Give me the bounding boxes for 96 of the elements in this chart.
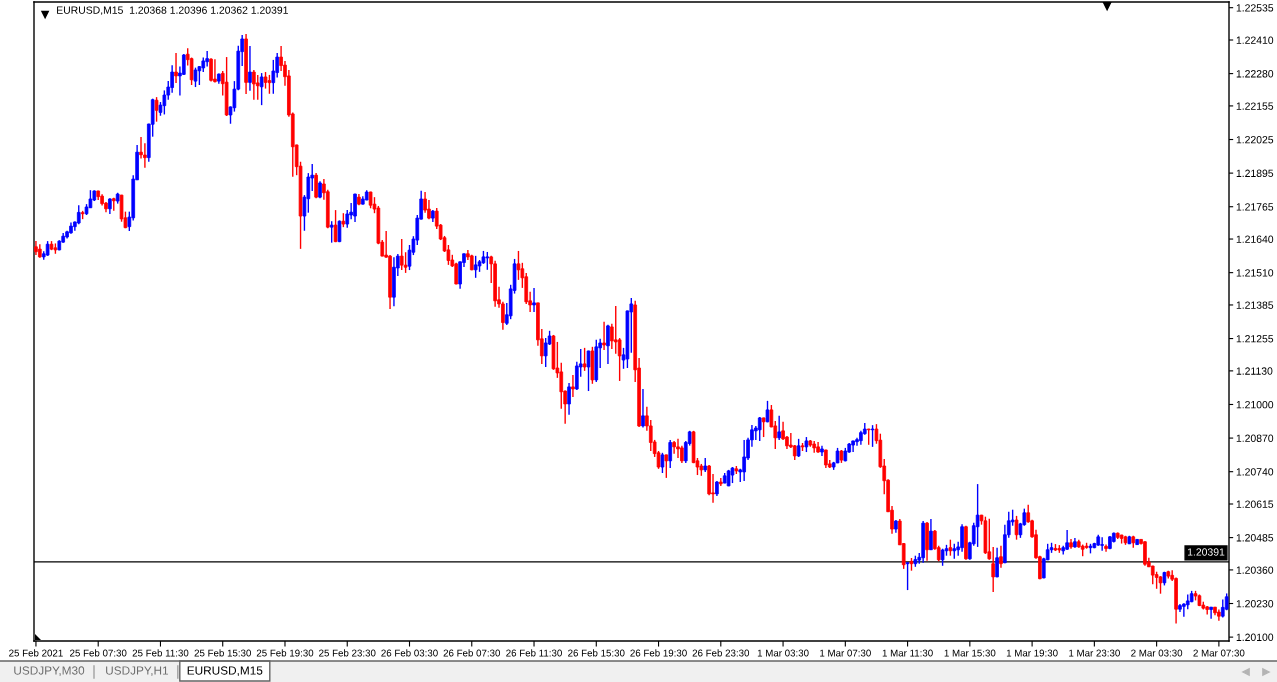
x-tick-label: 2 Mar 07:30 [1193, 649, 1245, 657]
x-tick-label: 2 Mar 03:30 [1131, 649, 1183, 657]
candlestick [193, 66, 198, 88]
candlestick [676, 438, 680, 459]
y-tick-label: 1.20615 [1236, 500, 1274, 508]
candlestick [259, 72, 264, 106]
candlestick [532, 287, 536, 313]
candlestick [189, 56, 194, 86]
candlestick [1143, 540, 1147, 567]
y-tick-label: 1.22025 [1236, 136, 1274, 144]
candlestick [154, 96, 159, 123]
text: USDJPY,M30 [14, 666, 85, 677]
candlestick [641, 388, 645, 429]
candlestick [929, 518, 933, 551]
x-tick-label: 26 Feb 03:30 [381, 649, 438, 657]
x-tick-label: 26 Feb 19:30 [630, 649, 687, 657]
candlestick [870, 424, 875, 448]
candlestick [960, 523, 964, 553]
x-tick-label: 1 Mar 11:30 [882, 649, 933, 657]
y-tick-label: 1.21000 [1236, 400, 1274, 409]
candlestick [209, 57, 213, 83]
candlestick [824, 449, 828, 469]
candlestick [252, 69, 256, 101]
y-tick-label: 1.21765 [1236, 203, 1274, 211]
y-tick-label: 1.20100 [1236, 633, 1274, 641]
text: USDJPY,H1 [106, 666, 169, 677]
candlestick [613, 305, 618, 355]
candlestick [617, 337, 622, 382]
y-tick-label: 1.21255 [1236, 335, 1274, 343]
candlestick [991, 546, 996, 593]
x-tick-label: 25 Feb 15:30 [194, 649, 251, 657]
x-tick-label: 26 Feb 07:30 [443, 649, 501, 657]
y-tick-label: 1.20360 [1236, 566, 1274, 574]
candlestick [905, 561, 910, 591]
candlestick [664, 453, 669, 479]
candlestick [1150, 565, 1155, 585]
candlestick [314, 172, 318, 199]
candlestick [586, 350, 591, 392]
x-tick-label: 1 Mar 23:30 [1069, 649, 1120, 657]
y-tick-label: 1.22155 [1236, 102, 1274, 110]
candlestick [777, 415, 781, 441]
x-tick-label: 25 Feb 07:30 [70, 649, 127, 657]
candlestick [329, 220, 334, 244]
x-tick-label: 1 Mar 15:30 [944, 649, 996, 657]
y-tick-label: 1.22280 [1236, 70, 1274, 78]
candlestick [267, 74, 272, 95]
candlestick [403, 251, 408, 274]
y-tick-label: 1.20870 [1236, 434, 1274, 442]
candlestick [205, 50, 209, 68]
x-tick-label: 25 Feb 19:30 [256, 649, 314, 657]
candlestick [1100, 536, 1104, 552]
y-tick-label: 1.21385 [1236, 301, 1274, 309]
candlestick [757, 416, 762, 442]
y-tick-label: 1.22410 [1236, 36, 1274, 44]
y-tick-label: 1.20740 [1236, 468, 1274, 476]
x-tick-label: 1 Mar 03:30 [757, 649, 809, 657]
candlestick [543, 337, 548, 368]
candlestick [761, 416, 766, 438]
y-tick-label: 1.22535 [1236, 4, 1274, 12]
candlestick [255, 74, 260, 101]
candlestick [602, 321, 606, 351]
candlestick [271, 59, 276, 95]
candlestick [582, 347, 587, 372]
y-tick-label: 1.21640 [1236, 235, 1274, 243]
candlestick [1014, 515, 1019, 541]
ref-line-label: 1.20391 [1187, 548, 1225, 556]
candlestick [248, 45, 252, 92]
candlestick [742, 439, 746, 482]
candlestick [174, 52, 178, 84]
x-tick-label: 1 Mar 19:30 [1006, 649, 1058, 657]
candlestick [353, 193, 357, 223]
x-tick-label: 26 Feb 11:30 [506, 649, 562, 657]
y-tick-label: 1.20485 [1236, 534, 1274, 542]
y-tick-label: 1.21895 [1236, 169, 1274, 177]
candlestick [995, 546, 999, 578]
candlestick [567, 382, 571, 416]
candlestick [162, 89, 167, 116]
candlestick [796, 438, 801, 458]
x-tick-label: 26 Feb 23:30 [692, 649, 750, 657]
x-tick-label: 25 Feb 2021 [9, 649, 63, 657]
y-tick-label: 1.21130 [1236, 367, 1273, 375]
candlestick [571, 374, 575, 398]
x-tick-label: 25 Feb 11:30 [132, 649, 189, 657]
chart-title: EURUSD,M15 1.20368 1.20396 1.20362 1.20391 [57, 6, 288, 16]
x-tick-label: 26 Feb 15:30 [568, 649, 625, 657]
y-tick-label: 1.21510 [1236, 269, 1274, 277]
candlestick [1209, 606, 1213, 620]
text: EURUSD,M15 [187, 666, 263, 677]
candlestick [606, 324, 610, 365]
candlestick [660, 452, 665, 474]
y-tick-label: 1.20230 [1236, 600, 1274, 608]
candlestick [999, 545, 1003, 569]
x-tick-label: 25 Feb 23:30 [319, 649, 376, 657]
candlestick [399, 238, 404, 271]
x-tick-label: 1 Mar 07:30 [820, 649, 871, 657]
candlestick [975, 483, 980, 548]
